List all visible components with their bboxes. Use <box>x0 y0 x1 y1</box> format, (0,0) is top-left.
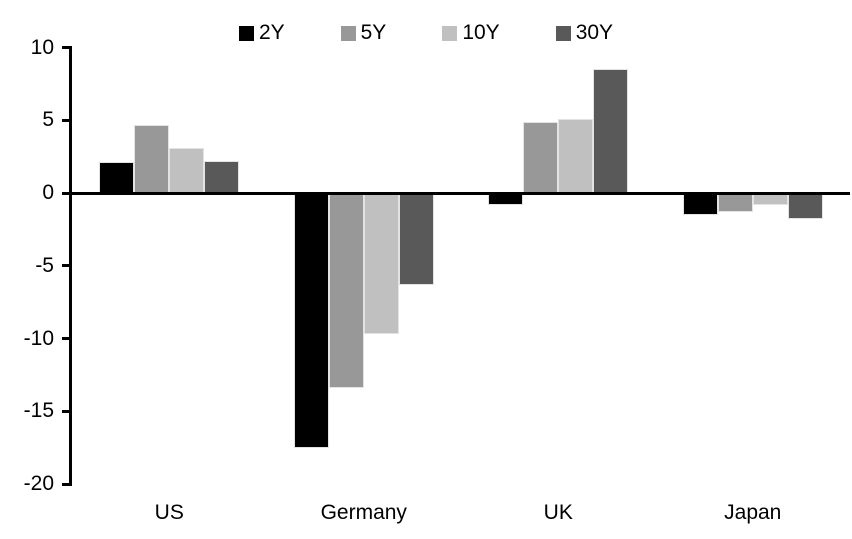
chart-legend: 2Y 5Y 10Y 30Y <box>0 21 852 45</box>
bar-germany-10y <box>363 193 399 335</box>
y-axis-tick <box>62 482 72 486</box>
y-axis-tick <box>62 46 72 49</box>
legend-label: 5Y <box>360 21 387 44</box>
y-axis-tick <box>62 118 72 122</box>
bar-japan-10y <box>752 193 788 205</box>
bar-japan-30y <box>787 193 823 220</box>
legend-label: 30Y <box>575 21 614 44</box>
y-axis-tick <box>62 409 72 413</box>
x-axis-category-label: US <box>154 501 184 524</box>
x-axis-category-label: Germany <box>320 501 407 524</box>
legend-item-5y: 5Y <box>340 21 387 45</box>
bar-japan-2y <box>682 193 718 215</box>
legend-swatch-10y <box>442 25 458 41</box>
legend-swatch-2y <box>238 25 254 41</box>
x-axis-category-label: Japan <box>724 501 782 524</box>
y-axis-tick-label: -5 <box>35 253 54 277</box>
bar-us-2y <box>99 162 135 193</box>
y-axis-tick-label: 0 <box>42 181 54 204</box>
y-axis-tick <box>62 191 72 195</box>
y-axis-tick <box>62 264 72 268</box>
legend-swatch-5y <box>340 25 356 41</box>
bar-us-10y <box>169 147 205 193</box>
zero-baseline <box>69 191 850 195</box>
bar-germany-30y <box>398 193 434 285</box>
y-axis-tick-label: 5 <box>42 108 54 132</box>
bar-us-5y <box>134 124 170 193</box>
legend-label: 10Y <box>462 21 500 44</box>
bar-uk-10y <box>558 118 594 193</box>
y-axis-tick-label: -20 <box>23 472 54 495</box>
bar-uk-2y <box>488 193 524 205</box>
bar-us-30y <box>204 160 240 193</box>
legend-item-30y: 30Y <box>555 21 614 45</box>
legend-item-10y: 10Y <box>442 21 500 45</box>
legend-item-2y: 2Y <box>238 21 285 45</box>
bar-germany-5y <box>328 193 364 388</box>
bar-germany-2y <box>293 193 329 448</box>
y-axis-tick-label: -10 <box>23 326 54 350</box>
legend-swatch-30y <box>555 25 571 41</box>
y-axis-tick <box>62 337 72 340</box>
bar-uk-30y <box>593 69 629 193</box>
y-axis-tick-label: -15 <box>23 399 54 423</box>
y-axis-tick-label: 10 <box>30 35 54 59</box>
legend-label: 2Y <box>258 21 285 44</box>
y-axis-line <box>69 46 72 486</box>
bar-uk-5y <box>523 121 559 193</box>
x-axis-category-label: UK <box>543 501 573 524</box>
bar-japan-5y <box>717 193 753 212</box>
